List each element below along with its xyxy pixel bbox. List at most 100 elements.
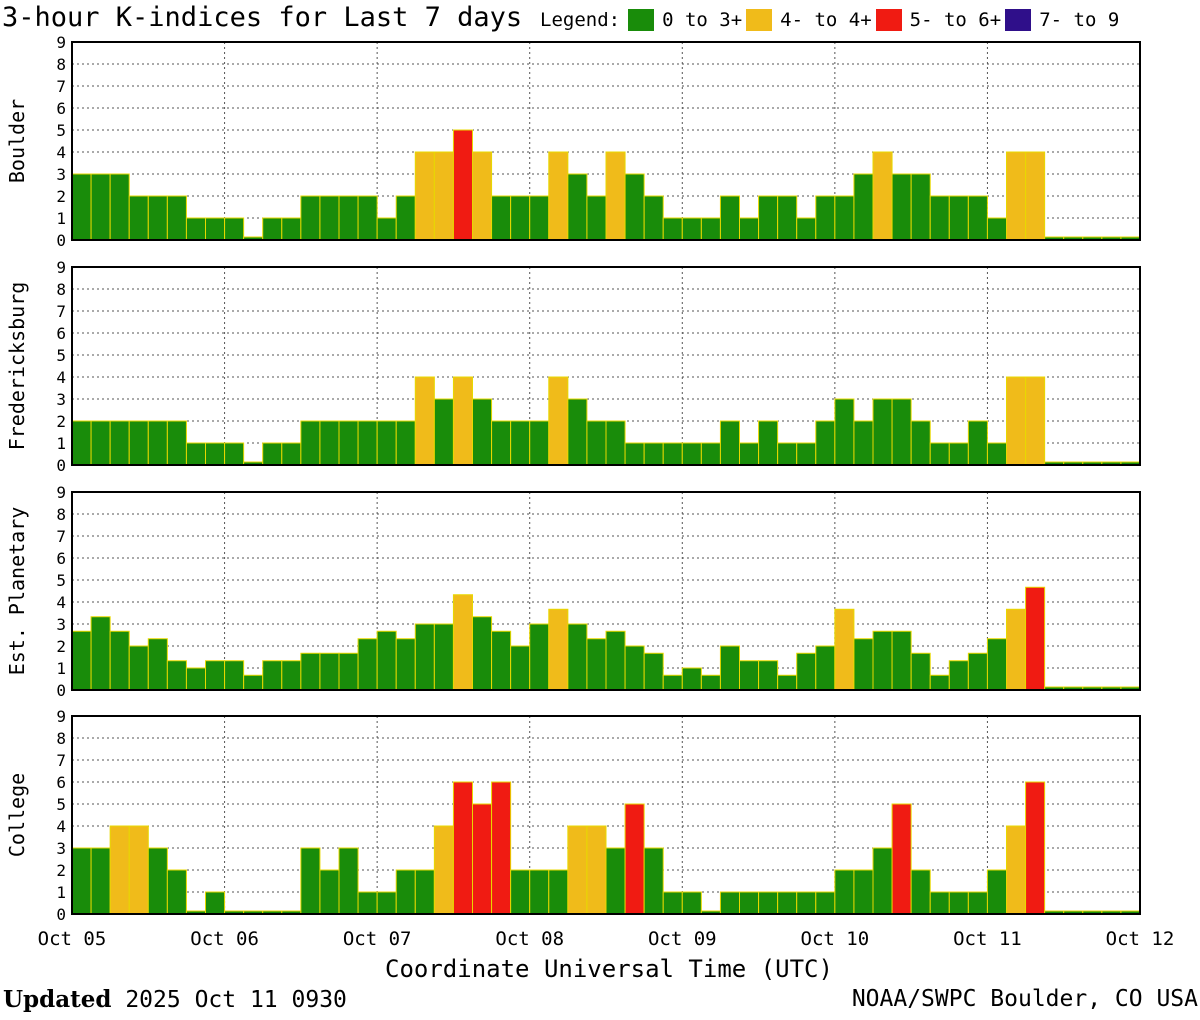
kp-bar — [605, 151, 626, 241]
kp-bar — [510, 645, 531, 691]
kp-bar — [395, 869, 416, 915]
kp-bar — [948, 195, 969, 241]
panel-frame-boulder — [71, 41, 1141, 241]
kp-bar — [128, 825, 149, 915]
kp-bar — [262, 217, 283, 241]
y-tick-label: 6 — [56, 324, 66, 343]
y-tick-label: 9 — [56, 707, 66, 726]
kp-bar — [796, 442, 817, 466]
y-tick-label: 1 — [56, 434, 66, 453]
kp-bar — [147, 638, 168, 691]
legend-swatch-yellow — [746, 9, 773, 31]
y-tick-label: 4 — [56, 593, 66, 612]
kp-bar — [872, 847, 893, 915]
y-tick-label: 9 — [56, 483, 66, 502]
kp-bar — [395, 195, 416, 241]
kp-bar — [452, 376, 473, 466]
kp-bar — [643, 442, 664, 466]
kp-bar — [891, 803, 912, 915]
y-tick-label: 8 — [56, 280, 66, 299]
kp-bar — [910, 869, 931, 915]
kp-bar — [567, 173, 588, 241]
chart-title: 3-hour K-indices for Last 7 days — [2, 2, 523, 33]
kp-bar — [185, 667, 207, 691]
legend-text-4: 4- to 4+ — [780, 9, 872, 31]
y-tick-label: 4 — [56, 817, 66, 836]
y-tick-label: 3 — [56, 839, 66, 858]
kp-bar — [224, 217, 245, 241]
kp-bar — [586, 420, 607, 466]
panel-frame-est-planetary — [71, 491, 1141, 691]
y-tick-label: 5 — [56, 346, 66, 365]
y-tick-label: 1 — [56, 659, 66, 678]
panel-label-college: College — [5, 773, 29, 857]
x-tick-label: Oct 10 — [801, 928, 870, 950]
legend: Legend: 0 to 3+ 4- to 4+ 5- to 6+ 7- to … — [540, 9, 1123, 31]
kp-bar — [929, 442, 950, 466]
kp-bar — [395, 420, 416, 466]
kp-bar — [529, 623, 550, 691]
y-tick-label: 0 — [56, 681, 66, 700]
panel-label-fredericksburg: Fredericksburg — [5, 282, 29, 451]
kp-bar — [1025, 586, 1046, 691]
kp-bar — [491, 195, 512, 241]
kp-bar — [891, 630, 912, 691]
y-tick-label: 0 — [56, 905, 66, 924]
kp-bar — [624, 803, 645, 915]
y-tick-label: 6 — [56, 549, 66, 568]
kp-bar — [758, 420, 779, 466]
legend-item-0-3: 0 to 3+ — [628, 9, 742, 31]
kp-bar — [300, 847, 321, 915]
kp-bar — [567, 825, 588, 915]
y-tick-label: 2 — [56, 637, 66, 656]
x-axis-label: Coordinate Universal Time (UTC) — [385, 955, 833, 983]
kp-bar — [662, 674, 683, 691]
kp-bar — [224, 442, 245, 466]
y-tick-label: 1 — [56, 883, 66, 902]
kp-bar — [71, 630, 92, 691]
kp-bar — [300, 195, 321, 241]
legend-swatch-red — [875, 9, 902, 31]
kp-bar — [948, 442, 969, 466]
kp-bar — [739, 442, 760, 466]
x-tick-label: Oct 11 — [953, 928, 1022, 950]
kp-bar — [624, 645, 645, 691]
kp-bar — [376, 891, 397, 915]
kp-bar — [109, 420, 130, 466]
kp-bar — [1006, 825, 1027, 915]
kp-bar — [681, 667, 702, 691]
kp-bar — [910, 173, 931, 241]
kp-bar — [662, 442, 683, 466]
kp-bar — [929, 195, 950, 241]
kp-bar — [262, 660, 283, 691]
y-tick-label: 7 — [56, 751, 66, 770]
kp-bar — [90, 420, 111, 466]
kp-bar — [891, 398, 912, 466]
kp-bar — [243, 674, 264, 691]
kp-bar — [529, 420, 550, 466]
kp-bar — [834, 195, 855, 241]
kp-bar — [90, 616, 111, 691]
updated-line: Updated 2025 Oct 11 0930 — [3, 986, 347, 1013]
legend-item-7-9: 7- to 9 — [1005, 9, 1119, 31]
kp-bar — [891, 173, 912, 241]
kp-bar — [815, 420, 836, 466]
kp-bar — [719, 195, 741, 241]
kp-bar — [376, 420, 397, 466]
kp-bar — [1006, 376, 1027, 466]
kp-bar — [1006, 151, 1027, 241]
y-tick-label: 6 — [56, 99, 66, 118]
kp-bar — [433, 825, 454, 915]
kp-bar — [777, 442, 798, 466]
panel-label-boulder: Boulder — [5, 99, 29, 183]
kp-bar — [948, 660, 969, 691]
kp-bar — [319, 420, 340, 466]
kp-bar — [166, 420, 187, 466]
kp-bar — [414, 869, 435, 915]
kp-bar — [376, 630, 397, 691]
kp-bar — [109, 630, 130, 691]
kp-bar — [491, 781, 512, 915]
y-tick-label: 8 — [56, 729, 66, 748]
kp-bar — [90, 173, 111, 241]
legend-swatch-purple — [1005, 9, 1032, 31]
